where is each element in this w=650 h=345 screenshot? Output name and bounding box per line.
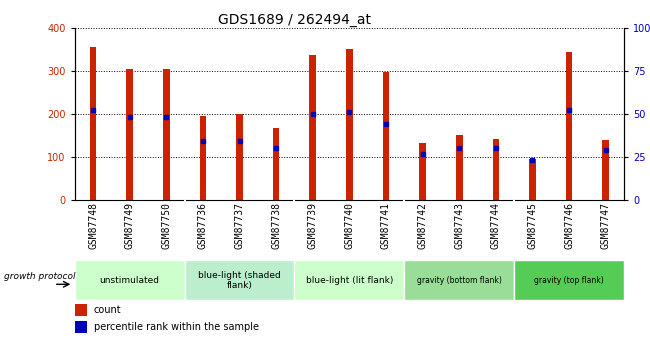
Text: count: count	[94, 305, 122, 315]
Bar	[273, 128, 280, 200]
Title: GDS1689 / 262494_at: GDS1689 / 262494_at	[218, 12, 371, 27]
Text: gravity (top flank): gravity (top flank)	[534, 276, 604, 285]
Text: growth protocol: growth protocol	[4, 272, 75, 281]
Bar	[75, 304, 87, 316]
Bar	[383, 72, 389, 200]
Bar	[185, 260, 294, 300]
Bar	[236, 114, 243, 200]
Text: GSM87739: GSM87739	[307, 202, 318, 249]
Text: GSM87748: GSM87748	[88, 202, 98, 249]
Bar	[309, 55, 316, 200]
Bar	[90, 47, 96, 200]
Text: GSM87750: GSM87750	[161, 202, 172, 249]
Text: GSM87743: GSM87743	[454, 202, 464, 249]
Bar	[126, 69, 133, 200]
Text: GSM87742: GSM87742	[417, 202, 428, 249]
Bar	[346, 49, 353, 200]
Text: GSM87736: GSM87736	[198, 202, 208, 249]
Bar	[529, 159, 536, 200]
Bar	[514, 260, 624, 300]
Text: GSM87741: GSM87741	[381, 202, 391, 249]
Text: GSM87744: GSM87744	[491, 202, 501, 249]
Bar	[75, 260, 185, 300]
Bar	[493, 139, 499, 200]
Text: percentile rank within the sample: percentile rank within the sample	[94, 322, 259, 332]
Bar	[404, 260, 514, 300]
Text: GSM87746: GSM87746	[564, 202, 574, 249]
Text: gravity (bottom flank): gravity (bottom flank)	[417, 276, 502, 285]
Bar	[163, 69, 170, 200]
Bar	[419, 143, 426, 200]
Text: unstimulated: unstimulated	[99, 276, 160, 285]
Text: blue-light (lit flank): blue-light (lit flank)	[306, 276, 393, 285]
Text: GSM87745: GSM87745	[527, 202, 538, 249]
Bar	[603, 140, 609, 200]
Text: GSM87740: GSM87740	[344, 202, 354, 249]
Text: GSM87747: GSM87747	[601, 202, 611, 249]
Text: GSM87737: GSM87737	[235, 202, 244, 249]
Bar	[75, 321, 87, 333]
Bar	[566, 52, 573, 200]
Bar	[200, 116, 206, 200]
Text: GSM87749: GSM87749	[125, 202, 135, 249]
Bar	[456, 135, 463, 200]
Text: blue-light (shaded
flank): blue-light (shaded flank)	[198, 270, 281, 290]
Bar	[294, 260, 404, 300]
Text: GSM87738: GSM87738	[271, 202, 281, 249]
